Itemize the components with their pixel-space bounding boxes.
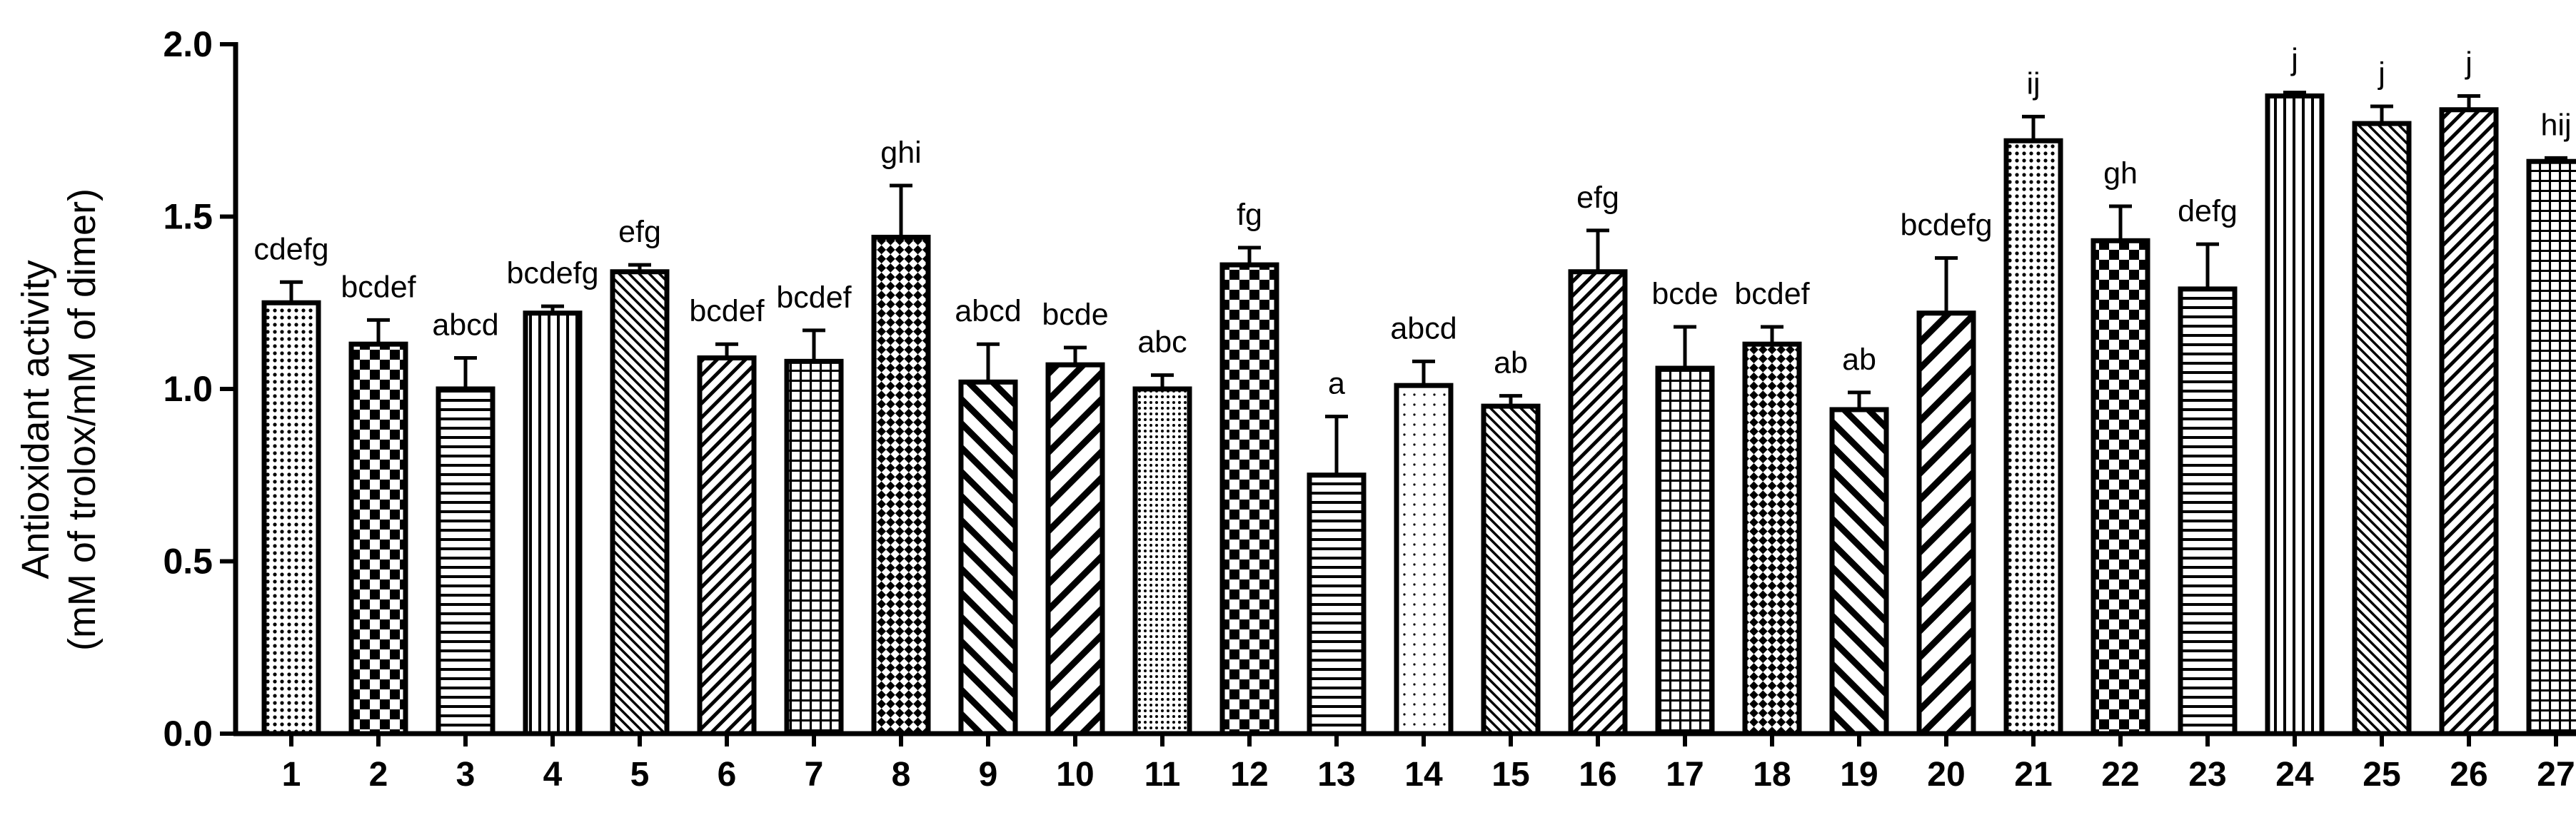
- x-tick-label: 19: [1840, 756, 1878, 794]
- bar: [436, 386, 495, 736]
- data-label: ghi: [880, 136, 921, 170]
- y-tick-label: 2.0: [163, 24, 213, 64]
- x-tick-label: 20: [1927, 756, 1965, 794]
- data-label: gh: [2103, 156, 2138, 191]
- bar: [2091, 238, 2150, 736]
- x-tick-label: 7: [805, 756, 824, 794]
- data-label: j: [2377, 56, 2385, 91]
- data-label: bcdef: [776, 280, 852, 315]
- bar: [1568, 269, 1628, 736]
- data-label: bcdef: [341, 270, 416, 304]
- x-tick-label: 22: [2101, 756, 2139, 794]
- bar: [1481, 403, 1541, 736]
- y-axis-label-line2: (mM of trolox/mM of dimer): [61, 188, 104, 651]
- bar: [2178, 286, 2238, 736]
- x-tick-label: 18: [1753, 756, 1791, 794]
- bar: [1219, 262, 1279, 736]
- bar: [1742, 341, 1802, 736]
- bar: [1307, 472, 1367, 736]
- data-label: abcd: [955, 294, 1021, 328]
- x-tick-label: 4: [543, 756, 563, 794]
- data-label: bcdefg: [1900, 208, 1992, 242]
- x-tick-label: 27: [2537, 756, 2575, 794]
- x-tick-label: 17: [1666, 756, 1704, 794]
- data-label: bcde: [1042, 298, 1108, 332]
- x-tick-label: 21: [2014, 756, 2052, 794]
- bar: [2003, 138, 2063, 736]
- y-tick-label: 0.0: [163, 714, 213, 754]
- bar: [261, 300, 321, 736]
- bar: [1829, 407, 1889, 736]
- data-label: j: [2290, 43, 2298, 77]
- bar: [1655, 365, 1715, 736]
- x-tick-label: 2: [369, 756, 388, 794]
- bar: [2265, 93, 2325, 736]
- data-label: cdefg: [253, 232, 328, 266]
- bar: [697, 355, 757, 736]
- plot-area: cdefg1bcdef2abcd3bcdefg4efg5bcdef6bcdef7…: [163, 24, 2576, 794]
- x-tick-label: 11: [1144, 756, 1181, 794]
- y-tick-label: 0.5: [163, 542, 213, 582]
- bar: [1394, 383, 1454, 736]
- x-tick-label: 24: [2275, 756, 2314, 794]
- data-label: abc: [1137, 325, 1187, 360]
- x-tick-label: 9: [979, 756, 998, 794]
- bar: [784, 358, 844, 736]
- x-tick-label: 1: [282, 756, 301, 794]
- x-tick-label: 15: [1491, 756, 1529, 794]
- x-tick-label: 5: [630, 756, 650, 794]
- data-label: efg: [1576, 181, 1619, 215]
- x-tick-label: 16: [1579, 756, 1616, 794]
- bar: [2352, 121, 2412, 736]
- data-label: abcd: [432, 308, 498, 343]
- bar: [958, 379, 1018, 736]
- x-tick-label: 23: [2188, 756, 2226, 794]
- x-tick-label: 12: [1230, 756, 1268, 794]
- y-axis-label-line1: Antioxidant activity: [14, 260, 57, 579]
- x-tick-label: 26: [2450, 756, 2487, 794]
- data-label: bcde: [1651, 277, 1718, 311]
- data-label: bcdef: [1734, 277, 1810, 311]
- x-tick-label: 8: [892, 756, 911, 794]
- data-label: defg: [2178, 194, 2238, 228]
- data-label: a: [1328, 367, 1345, 401]
- data-label: ij: [2026, 66, 2040, 101]
- bar: [348, 341, 408, 736]
- x-tick-label: 14: [1404, 756, 1443, 794]
- bar: [1132, 386, 1192, 736]
- data-label: bcdefg: [506, 256, 598, 290]
- bar: [523, 310, 583, 736]
- bar: [871, 234, 931, 736]
- data-label: efg: [618, 215, 661, 249]
- x-tick-label: 6: [718, 756, 737, 794]
- data-label: j: [2464, 46, 2472, 80]
- x-tick-label: 3: [456, 756, 476, 794]
- data-label: hij: [2540, 108, 2571, 142]
- y-tick-label: 1.5: [163, 197, 213, 237]
- data-label: fg: [1237, 198, 1262, 232]
- data-label: abcd: [1390, 311, 1456, 345]
- x-tick-label: 10: [1056, 756, 1094, 794]
- y-tick-label: 1.0: [163, 369, 213, 409]
- data-label: ab: [1842, 343, 1876, 377]
- data-label: ab: [1494, 346, 1528, 380]
- bar: [2526, 158, 2576, 736]
- x-tick-label: 13: [1317, 756, 1355, 794]
- bar: [1045, 362, 1105, 736]
- bar: [610, 269, 670, 736]
- bar: [1916, 310, 1976, 736]
- x-tick-label: 25: [2363, 756, 2400, 794]
- bar: [2439, 107, 2499, 736]
- data-label: bcdef: [689, 294, 765, 328]
